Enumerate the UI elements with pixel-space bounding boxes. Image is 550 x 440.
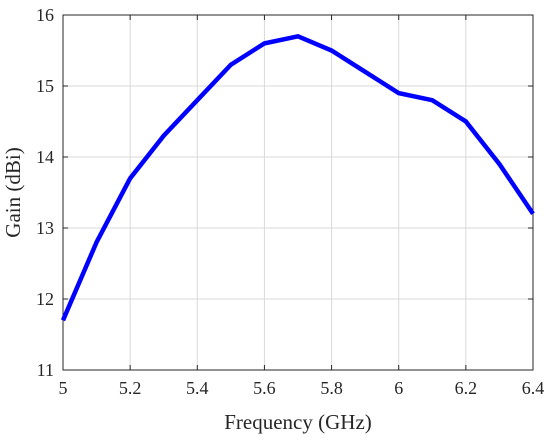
x-tick-label: 5.8: [320, 378, 343, 398]
x-tick-label: 6.2: [455, 378, 478, 398]
axes-box: [62, 14, 534, 371]
y-tick-label: 15: [36, 76, 54, 96]
grid: [62, 14, 534, 371]
y-tick-label: 11: [37, 360, 54, 380]
x-tick-labels: 5 5.2 5.4 5.6 5.8 6 6.2 6.4: [59, 378, 545, 398]
tick-marks: [62, 14, 534, 371]
series-layer: [60, 33, 535, 322]
y-tick-label: 16: [36, 5, 54, 25]
y-tick-label: 14: [36, 147, 54, 167]
x-tick-label: 5.4: [186, 378, 209, 398]
x-tick-label: 6: [394, 378, 403, 398]
x-tick-label: 5.2: [119, 378, 142, 398]
gain-series-line: [60, 33, 535, 322]
y-tick-label: 12: [36, 289, 54, 309]
y-tick-labels: 11 12 13 14 15 16: [36, 5, 54, 380]
x-tick-label: 6.4: [522, 378, 545, 398]
x-tick-label: 5: [59, 378, 68, 398]
y-tick-label: 13: [36, 218, 54, 238]
x-axis-title: Frequency (GHz): [224, 410, 372, 434]
y-axis-title: Gain (dBi): [1, 147, 25, 237]
x-tick-label: 5.6: [253, 378, 276, 398]
